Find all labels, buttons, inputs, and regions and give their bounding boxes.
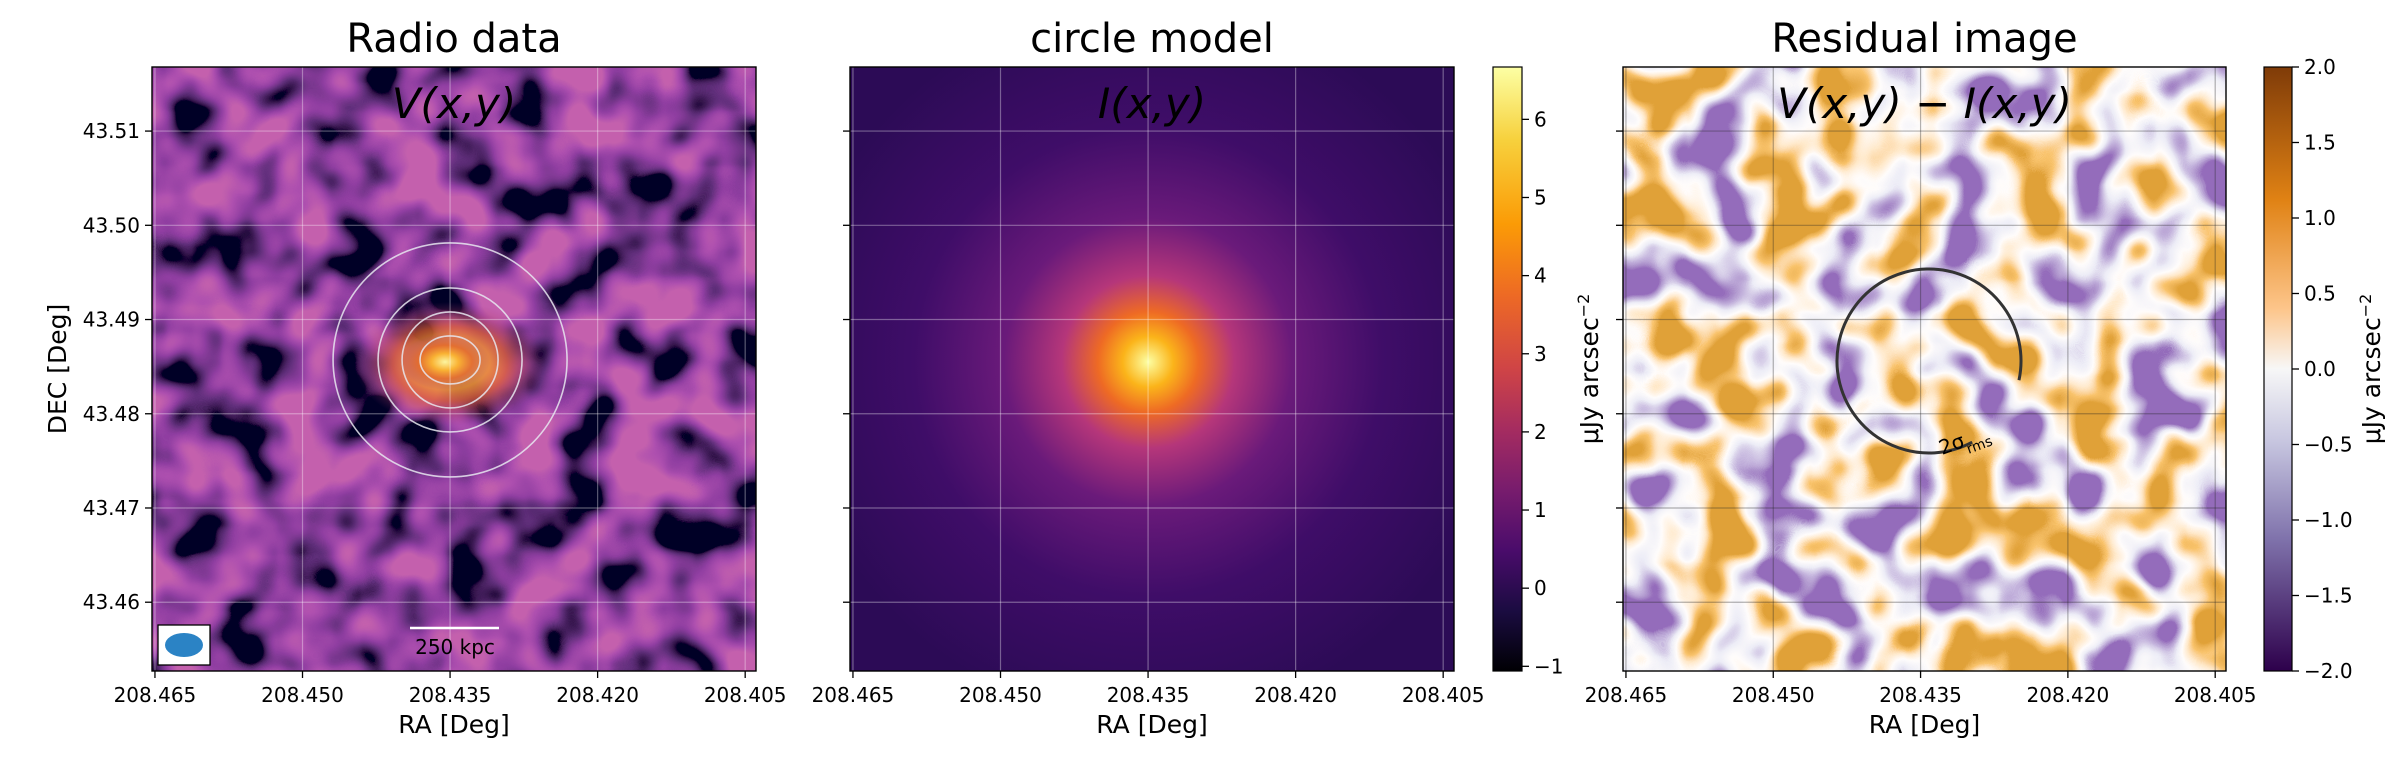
colorbar xyxy=(2263,66,2293,672)
colorbar-label-main: μJy arcsec xyxy=(1575,317,1604,444)
y-tick-label: 43.47 xyxy=(83,496,140,520)
colorbar-tick-label: −1 xyxy=(1534,654,1563,678)
x-tick-label: 208.450 xyxy=(261,683,344,707)
x-tick-label: 208.435 xyxy=(409,683,492,707)
colorbar-tick-label: 0.0 xyxy=(2304,357,2336,381)
x-axis-label: RA [Deg] xyxy=(1096,710,1207,739)
x-tick-label: 208.420 xyxy=(1254,683,1337,707)
x-axis-label: RA [Deg] xyxy=(398,710,509,739)
panel xyxy=(152,67,756,671)
y-axis-label: DEC [Deg] xyxy=(43,304,72,434)
colorbar-tick-label: 1 xyxy=(1534,498,1547,522)
colorbar-tick-label: 4 xyxy=(1534,264,1547,288)
colorbar-label-sup: −2 xyxy=(1574,294,1593,318)
x-tick-label: 208.420 xyxy=(2027,683,2110,707)
chart-title: Radio data xyxy=(346,16,561,62)
x-tick-label: 208.420 xyxy=(556,683,639,707)
colorbar-tick-label: −1.0 xyxy=(2304,508,2353,532)
colorbar-label: μJy arcsec−2 xyxy=(2356,294,2387,445)
beam xyxy=(165,633,203,657)
colorbar-label-sup: −2 xyxy=(2356,294,2375,318)
y-tick-label: 43.48 xyxy=(83,402,140,426)
annotation: V(x,y) xyxy=(392,79,517,128)
colorbar-tick-label: −0.5 xyxy=(2304,433,2353,457)
sigma-contour xyxy=(1835,267,2023,455)
x-axis-label: RA [Deg] xyxy=(1869,710,1980,739)
annotation: V(x,y) − I(x,y) xyxy=(1777,79,2072,128)
x-tick-label: 208.465 xyxy=(114,683,197,707)
colorbar-tick-label: −2.0 xyxy=(2304,659,2353,683)
chart-title: circle model xyxy=(1030,16,1274,62)
x-tick-label: 208.450 xyxy=(959,683,1042,707)
x-tick-label: 208.465 xyxy=(812,683,895,707)
contour xyxy=(332,242,568,478)
colorbar-label: μJy arcsec−2 xyxy=(1574,294,1605,445)
colorbar-tick-label: 2 xyxy=(1534,420,1547,444)
colorbar-tick-label: 1.5 xyxy=(2304,131,2336,155)
colorbar-tick-label: 1.0 xyxy=(2304,206,2336,230)
contour xyxy=(419,335,481,385)
panel xyxy=(850,67,1454,671)
x-tick-label: 208.405 xyxy=(2174,683,2257,707)
panel xyxy=(1623,67,2226,671)
axes-frame xyxy=(1622,66,2227,672)
chart-title: Residual image xyxy=(1771,16,2077,62)
contour xyxy=(377,287,523,433)
axes-frame xyxy=(151,66,757,672)
colorbar-tick-label: 0 xyxy=(1534,576,1547,600)
x-tick-label: 208.405 xyxy=(1402,683,1485,707)
image-noise xyxy=(1623,67,2226,671)
model-source xyxy=(850,67,1454,671)
colorbar-tick-label: 0.5 xyxy=(2304,282,2336,306)
y-tick-label: 43.51 xyxy=(83,119,140,143)
scale-bar-label: 250 kpc xyxy=(415,635,495,659)
colorbar-tick-label: 5 xyxy=(1534,185,1547,209)
y-tick-label: 43.50 xyxy=(83,213,140,237)
colorbar-tick-label: 6 xyxy=(1534,107,1547,131)
x-tick-label: 208.435 xyxy=(1879,683,1962,707)
y-tick-label: 43.49 xyxy=(83,308,140,332)
colorbar-tick-label: 2.0 xyxy=(2304,55,2336,79)
colorbar-label-main: μJy arcsec xyxy=(2357,317,2386,444)
x-tick-label: 208.465 xyxy=(1585,683,1668,707)
contour xyxy=(401,311,499,409)
x-tick-label: 208.450 xyxy=(1732,683,1815,707)
colorbar-tick-label: 3 xyxy=(1534,342,1547,366)
colorbar-tick-label: −1.5 xyxy=(2304,584,2353,608)
colorbar xyxy=(1492,66,1523,672)
x-tick-label: 208.405 xyxy=(704,683,787,707)
y-tick-label: 43.46 xyxy=(83,590,140,614)
x-tick-label: 208.435 xyxy=(1107,683,1190,707)
axes-frame xyxy=(849,66,1455,672)
annotation: I(x,y) xyxy=(1098,79,1206,128)
source-core xyxy=(400,333,491,390)
